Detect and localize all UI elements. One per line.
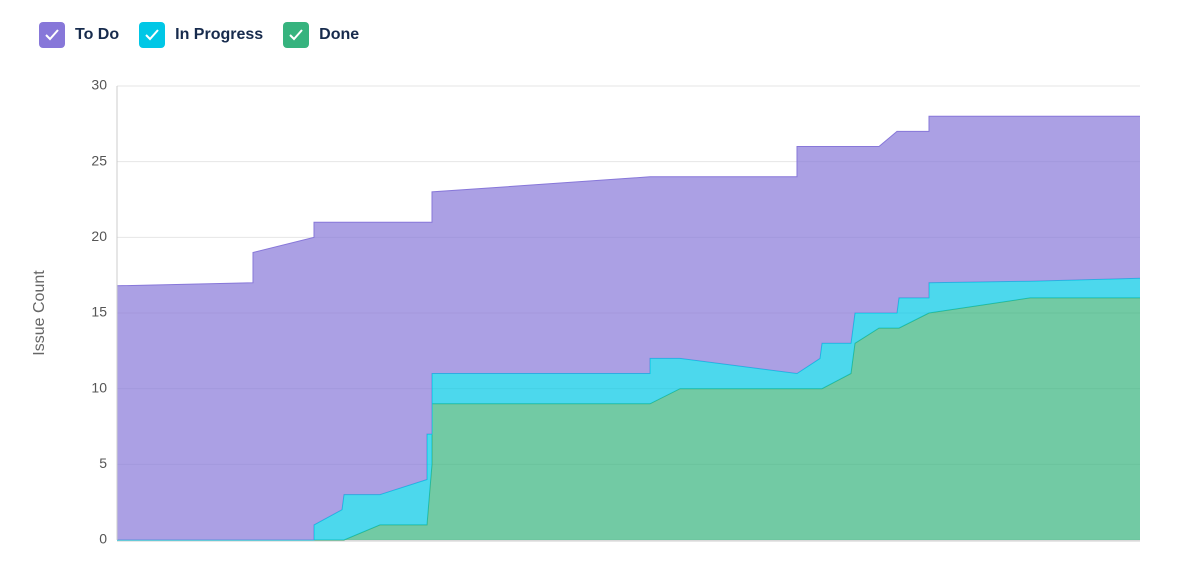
legend-checkbox[interactable] xyxy=(283,22,310,48)
y-tick-label: 10 xyxy=(91,379,107,395)
check-icon xyxy=(45,29,59,41)
area xyxy=(117,297,1140,540)
y-tick-label: 30 xyxy=(91,77,107,93)
legend-label: Done xyxy=(319,26,360,43)
y-tick-label: 15 xyxy=(91,304,107,320)
legend-item[interactable]: In Progress xyxy=(139,22,263,48)
area-line xyxy=(116,115,1140,287)
legend-item[interactable]: Done xyxy=(283,22,359,48)
y-tick-label: 20 xyxy=(91,228,107,244)
y-tick-label: 0 xyxy=(99,531,107,547)
check-icon xyxy=(145,29,159,41)
y-tick-label: 25 xyxy=(91,152,107,168)
y-tick-label: 5 xyxy=(99,455,107,471)
legend: To Do In Progress Done xyxy=(39,22,359,48)
legend-checkbox[interactable] xyxy=(139,22,166,48)
y-axis-label: Issue Count xyxy=(31,270,48,356)
legend-label: In Progress xyxy=(175,26,264,43)
legend-item[interactable]: To Do xyxy=(39,22,119,48)
check-icon xyxy=(289,29,303,41)
legend-label: To Do xyxy=(75,26,120,43)
legend-checkbox[interactable] xyxy=(39,22,65,48)
